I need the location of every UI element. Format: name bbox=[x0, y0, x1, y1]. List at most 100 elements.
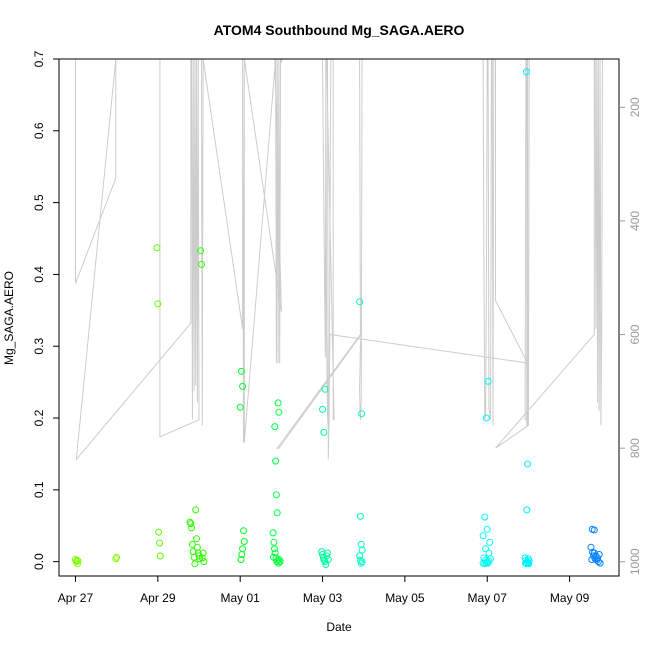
data-point bbox=[237, 367, 245, 375]
data-point bbox=[482, 414, 490, 422]
right-tick-label: 200 bbox=[628, 97, 642, 117]
data-point bbox=[483, 525, 491, 533]
data-point bbox=[323, 552, 331, 560]
data-point bbox=[356, 298, 364, 306]
data-point bbox=[324, 549, 331, 557]
data-point bbox=[522, 68, 530, 76]
data-point bbox=[74, 557, 82, 565]
data-point bbox=[276, 558, 284, 566]
y-tick-label: 0.1 bbox=[32, 481, 46, 498]
right-tick-label: 600 bbox=[628, 324, 642, 344]
data-point bbox=[237, 556, 245, 563]
data-point bbox=[484, 559, 492, 567]
data-point bbox=[275, 408, 283, 416]
data-point bbox=[358, 558, 366, 566]
data-point bbox=[274, 399, 282, 407]
data-point bbox=[272, 457, 280, 465]
data-point bbox=[594, 554, 602, 562]
y-tick-label: 0.4 bbox=[32, 266, 46, 283]
data-point bbox=[154, 300, 162, 308]
data-point bbox=[523, 506, 531, 514]
data-point bbox=[587, 543, 595, 551]
y-tick-label: 0.6 bbox=[32, 122, 46, 139]
data-point bbox=[356, 552, 364, 560]
data-point bbox=[522, 559, 529, 567]
data-point bbox=[592, 552, 600, 560]
chart-title: ATOM4 Southbound Mg_SAGA.AERO bbox=[214, 22, 465, 38]
data-points bbox=[72, 68, 604, 568]
data-point bbox=[319, 405, 326, 413]
data-point bbox=[73, 556, 81, 564]
data-point bbox=[524, 559, 532, 567]
data-point bbox=[236, 403, 244, 411]
y-tick-label: 0.5 bbox=[32, 194, 46, 211]
data-point bbox=[594, 558, 602, 566]
data-point bbox=[358, 546, 366, 554]
data-point bbox=[486, 538, 494, 546]
x-tick-label: Apr 29 bbox=[140, 591, 176, 605]
y-axis-label: Mg_SAGA.AERO bbox=[2, 271, 16, 365]
data-point bbox=[595, 551, 603, 558]
data-point bbox=[481, 513, 489, 521]
data-point bbox=[155, 528, 163, 536]
data-point bbox=[272, 491, 280, 499]
right-tick-label: 400 bbox=[628, 211, 642, 231]
y-tick-label: 0.0 bbox=[32, 553, 46, 570]
data-point bbox=[356, 512, 364, 520]
data-point bbox=[192, 506, 200, 514]
data-point bbox=[273, 509, 281, 517]
data-point bbox=[197, 247, 205, 255]
data-point bbox=[188, 540, 196, 548]
x-tick-label: May 05 bbox=[385, 591, 425, 605]
data-point bbox=[482, 545, 490, 553]
right-tick-label: 800 bbox=[628, 438, 642, 458]
data-point bbox=[479, 532, 487, 540]
data-point bbox=[191, 560, 199, 568]
data-point bbox=[153, 244, 161, 252]
data-point bbox=[484, 377, 492, 385]
data-point bbox=[270, 545, 278, 553]
data-point bbox=[271, 549, 279, 557]
x-tick-label: May 07 bbox=[468, 591, 508, 605]
data-point bbox=[321, 385, 329, 393]
data-point bbox=[269, 529, 277, 537]
data-point bbox=[590, 526, 598, 534]
y-tick-label: 0.7 bbox=[32, 50, 46, 67]
data-point bbox=[74, 560, 81, 568]
x-axis-label: Date bbox=[326, 620, 352, 634]
x-tick-label: May 09 bbox=[550, 591, 590, 605]
data-point bbox=[275, 559, 282, 567]
data-point bbox=[525, 560, 533, 568]
data-point bbox=[356, 556, 364, 564]
data-point bbox=[240, 527, 247, 535]
data-point bbox=[187, 520, 195, 528]
data-point bbox=[324, 556, 332, 563]
data-point bbox=[199, 549, 207, 557]
data-point bbox=[156, 552, 164, 560]
data-point bbox=[238, 551, 246, 558]
data-point bbox=[271, 423, 279, 431]
right-tick-label: 1000 bbox=[628, 548, 642, 575]
right-axis: 200 400 600 800 1000 bbox=[619, 97, 642, 575]
x-tick-label: May 01 bbox=[220, 591, 260, 605]
data-point bbox=[198, 260, 205, 268]
data-point bbox=[188, 524, 196, 532]
data-point bbox=[240, 538, 248, 545]
y-tick-label: 0.2 bbox=[32, 409, 46, 426]
data-point bbox=[156, 539, 163, 547]
data-point bbox=[524, 460, 532, 468]
data-point bbox=[358, 410, 366, 418]
data-point bbox=[357, 559, 365, 567]
data-point bbox=[479, 559, 487, 567]
data-point bbox=[193, 535, 200, 543]
y-axis: 0.0 0.1 0.2 0.3 0.4 0.5 0.6 0.7 bbox=[32, 50, 59, 570]
data-point bbox=[198, 554, 206, 562]
data-point bbox=[270, 553, 277, 561]
x-tick-label: May 03 bbox=[303, 591, 343, 605]
x-axis: Apr 27 Apr 29 May 01 May 03 May 05 May 07 May … bbox=[58, 575, 590, 605]
data-point bbox=[320, 428, 328, 436]
x-tick-label: Apr 27 bbox=[58, 591, 94, 605]
data-point bbox=[113, 553, 121, 561]
y-tick-label: 0.3 bbox=[32, 338, 46, 355]
